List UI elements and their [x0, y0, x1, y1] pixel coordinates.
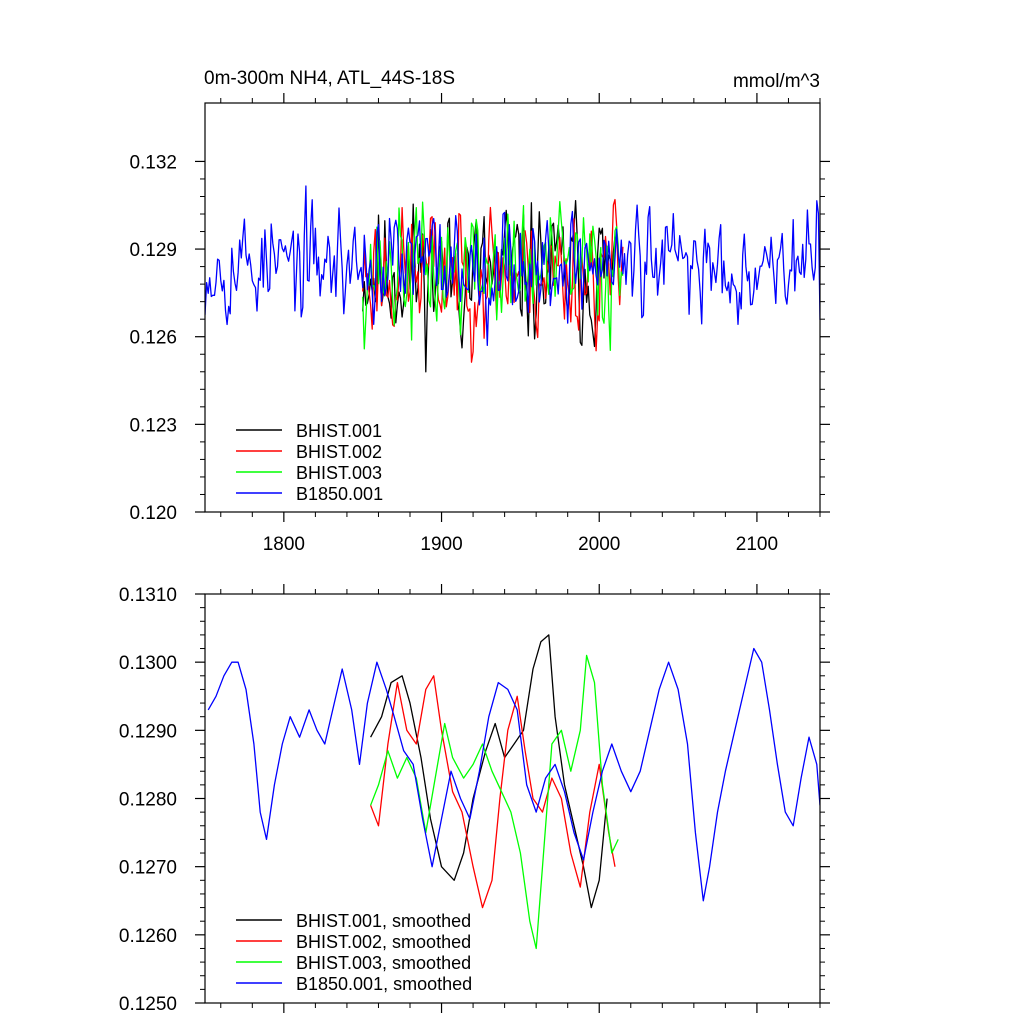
y-tick-label: 0.129: [129, 240, 177, 261]
y-tick-label: 0.1250: [119, 994, 177, 1015]
bottom-axes: 0.1250 0.1260 0.1270 0.1280 0.1290 0.1300 0.13…: [119, 584, 830, 1015]
units-label: mmol/m^3: [733, 71, 820, 92]
series-line-1: [370, 634, 608, 909]
legend-label: BHIST.001: [296, 421, 382, 441]
y-tick-label: 0.120: [129, 503, 177, 524]
chart-title: 0m-300m NH4, ATL_44S-18S: [204, 68, 455, 89]
legend-label: BHIST.001, smoothed: [296, 911, 471, 931]
panel-bottom: 0.1250 0.1260 0.1270 0.1280 0.1290 0.1300 0.13…: [119, 584, 830, 1015]
panel-top: 0m-300m NH4, ATL_44S-18S mmol/m^3 1800 19…: [129, 68, 830, 555]
bottom-series-group: [207, 634, 820, 950]
top-series-group: [205, 185, 820, 373]
y-tick-label: 0.1300: [119, 653, 177, 674]
y-tick-label: 0.1280: [119, 790, 177, 811]
top-plot-frame: [204, 102, 821, 513]
series-line-2: [369, 675, 616, 909]
legend-label: B1850.001, smoothed: [296, 974, 472, 994]
y-tick-label: 0.132: [129, 152, 177, 173]
y-tick-label: 0.1260: [119, 926, 177, 947]
top-axes: 1800 1900 2000 2100 0.120 0.123 0.126 0.129 0.13…: [129, 93, 830, 555]
series-line-4: [207, 647, 820, 902]
y-tick-label: 0.1290: [119, 721, 177, 742]
legend-label: BHIST.003: [296, 463, 382, 483]
bottom-plot-frame: [204, 593, 821, 1004]
legend-label: BHIST.002: [296, 442, 382, 462]
series-line-3: [369, 654, 619, 950]
y-tick-label: 0.123: [129, 415, 177, 436]
y-tick-label: 0.1270: [119, 858, 177, 879]
x-tick-label: 1800: [263, 534, 305, 555]
series-line-4: [205, 185, 820, 347]
x-tick-label: 2000: [578, 534, 620, 555]
series-line-3: [362, 201, 624, 352]
y-tick-label: 0.1310: [119, 585, 177, 606]
y-tick-label: 0.126: [129, 328, 177, 349]
x-tick-label: 1900: [420, 534, 462, 555]
legend-label: B1850.001: [296, 484, 383, 504]
legend-label: BHIST.002, smoothed: [296, 932, 471, 952]
legend-label: BHIST.003, smoothed: [296, 953, 471, 973]
x-tick-label: 2100: [736, 534, 778, 555]
